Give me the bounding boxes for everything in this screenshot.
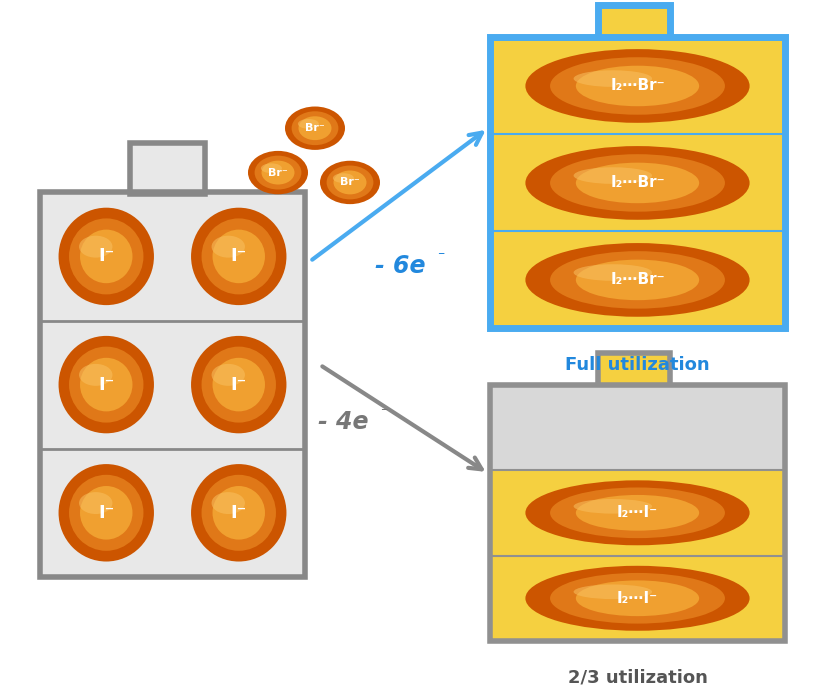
Bar [130,143,205,194]
Ellipse shape [525,566,749,630]
Ellipse shape [550,251,725,309]
Text: I₂⋯I⁻: I₂⋯I⁻ [617,590,658,606]
Bar [490,384,785,470]
Ellipse shape [574,499,652,513]
Text: Br⁻: Br⁻ [268,167,288,178]
Bar [490,470,785,555]
Ellipse shape [212,236,245,258]
Ellipse shape [191,336,286,433]
Ellipse shape [576,65,699,106]
Ellipse shape [191,207,286,305]
Ellipse shape [248,151,308,194]
Ellipse shape [326,165,374,199]
Text: I₂⋯Br⁻: I₂⋯Br⁻ [610,272,665,287]
Text: - 4e: - 4e [318,410,369,434]
Bar [490,555,785,641]
Bar [490,37,785,134]
Text: ⁻: ⁻ [437,249,444,263]
Text: I₂⋯I⁻: I₂⋯I⁻ [617,505,658,520]
Ellipse shape [525,49,749,123]
Text: I⁻: I⁻ [231,376,247,393]
Text: I₂⋯Br⁻: I₂⋯Br⁻ [610,79,665,94]
Ellipse shape [191,464,286,562]
Ellipse shape [80,229,133,283]
Ellipse shape [202,475,276,551]
Ellipse shape [525,146,749,220]
Ellipse shape [212,358,265,411]
Text: I⁻: I⁻ [98,247,115,265]
Ellipse shape [334,170,367,194]
Text: Br⁻: Br⁻ [305,123,325,133]
Ellipse shape [298,119,319,129]
Bar [490,384,785,641]
Ellipse shape [576,163,699,203]
Text: I₂⋯Br⁻: I₂⋯Br⁻ [610,176,665,190]
Text: 2/3 utilization: 2/3 utilization [568,668,707,687]
Bar [490,384,785,641]
Ellipse shape [576,580,699,616]
Ellipse shape [525,243,749,317]
Ellipse shape [79,236,112,258]
Bar [490,134,785,232]
Ellipse shape [291,112,339,145]
Bar [490,37,785,329]
Ellipse shape [576,495,699,531]
Ellipse shape [202,218,276,294]
Ellipse shape [550,488,725,538]
Ellipse shape [525,480,749,545]
Text: I⁻: I⁻ [231,247,247,265]
Ellipse shape [261,163,282,173]
Ellipse shape [574,584,652,599]
Ellipse shape [550,57,725,114]
Ellipse shape [59,464,154,562]
Ellipse shape [255,156,301,189]
Ellipse shape [550,154,725,212]
Ellipse shape [59,207,154,305]
Ellipse shape [59,336,154,433]
Ellipse shape [212,486,265,539]
Ellipse shape [79,492,112,514]
Bar [598,353,670,387]
Text: I⁻: I⁻ [231,504,247,522]
Ellipse shape [69,475,144,551]
Ellipse shape [80,358,133,411]
Ellipse shape [550,573,725,624]
Ellipse shape [80,486,133,539]
Ellipse shape [320,161,380,204]
Text: ⁻: ⁻ [380,405,388,419]
Bar [490,37,785,329]
Text: I⁻: I⁻ [98,376,115,393]
Ellipse shape [212,229,265,283]
Bar [40,192,305,577]
Ellipse shape [299,116,331,140]
Ellipse shape [212,364,245,386]
Ellipse shape [202,347,276,422]
Ellipse shape [79,364,112,386]
Ellipse shape [574,167,652,184]
Ellipse shape [285,107,345,150]
Ellipse shape [261,161,295,185]
Bar [598,5,670,41]
Ellipse shape [212,492,245,514]
Ellipse shape [574,265,652,281]
Ellipse shape [333,173,354,183]
Text: Br⁻: Br⁻ [340,178,360,187]
Ellipse shape [574,70,652,87]
Bar [40,192,305,577]
Ellipse shape [69,218,144,294]
Text: Full utilization: Full utilization [565,356,710,374]
Text: - 6e: - 6e [375,254,426,278]
Ellipse shape [69,347,144,422]
Text: I⁻: I⁻ [98,504,115,522]
Ellipse shape [576,260,699,300]
Bar [490,232,785,329]
